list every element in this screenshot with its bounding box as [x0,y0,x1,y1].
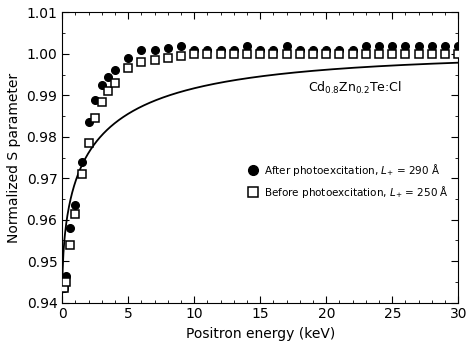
Y-axis label: Normalized S parameter: Normalized S parameter [7,72,21,243]
Legend: After photoexcitation, $L_{+}$ = 290 Å, Before photoexcitation, $L_{+}$ = 250 Å: After photoexcitation, $L_{+}$ = 290 Å, … [242,157,453,204]
Text: Cd$_{0.8}$Zn$_{0.2}$Te:Cl: Cd$_{0.8}$Zn$_{0.2}$Te:Cl [308,80,401,96]
X-axis label: Positron energy (keV): Positron energy (keV) [186,327,335,341]
